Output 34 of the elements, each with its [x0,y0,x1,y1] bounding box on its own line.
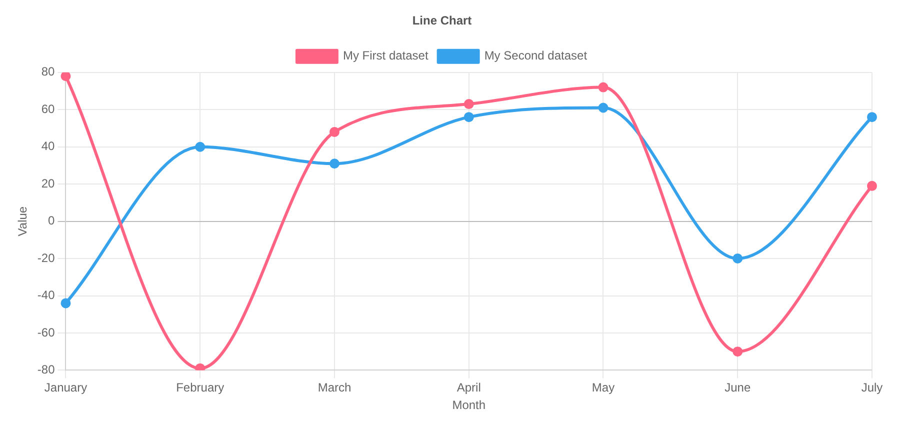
y-axis-title: Value [16,206,30,236]
point [60,72,71,82]
x-tick-label: April [456,380,481,395]
x-tick-label: February [176,380,224,395]
legend-label: My Second dataset [484,48,588,63]
y-tick-label: -80 [37,362,56,377]
y-tick-label: 60 [41,102,56,116]
point [598,102,608,113]
point [329,126,340,137]
legend-label: My First dataset [342,48,429,63]
chart-title: Line Chart [412,14,472,28]
point [732,346,743,357]
point [867,180,877,191]
x-tick-label: January [44,380,88,395]
point [732,254,743,264]
point [464,112,474,122]
x-tick-label: July [861,380,883,395]
y-tick-label: 20 [41,176,56,190]
point [867,112,877,122]
y-tick-label: -20 [37,250,56,265]
point [598,82,608,92]
x-axis-title: Month [452,398,486,412]
y-tick-label: 40 [41,139,56,154]
y-tick-label: 0 [48,214,56,228]
point [195,142,206,152]
point [60,298,71,308]
x-tick-label: May [592,380,615,395]
x-tick-label: June [724,380,751,395]
point [329,158,340,169]
x-tick-label: March [318,380,352,395]
point [464,99,474,110]
y-tick-label: -40 [37,288,56,302]
y-tick-label: 80 [41,64,56,79]
y-tick-label: -60 [37,325,56,340]
